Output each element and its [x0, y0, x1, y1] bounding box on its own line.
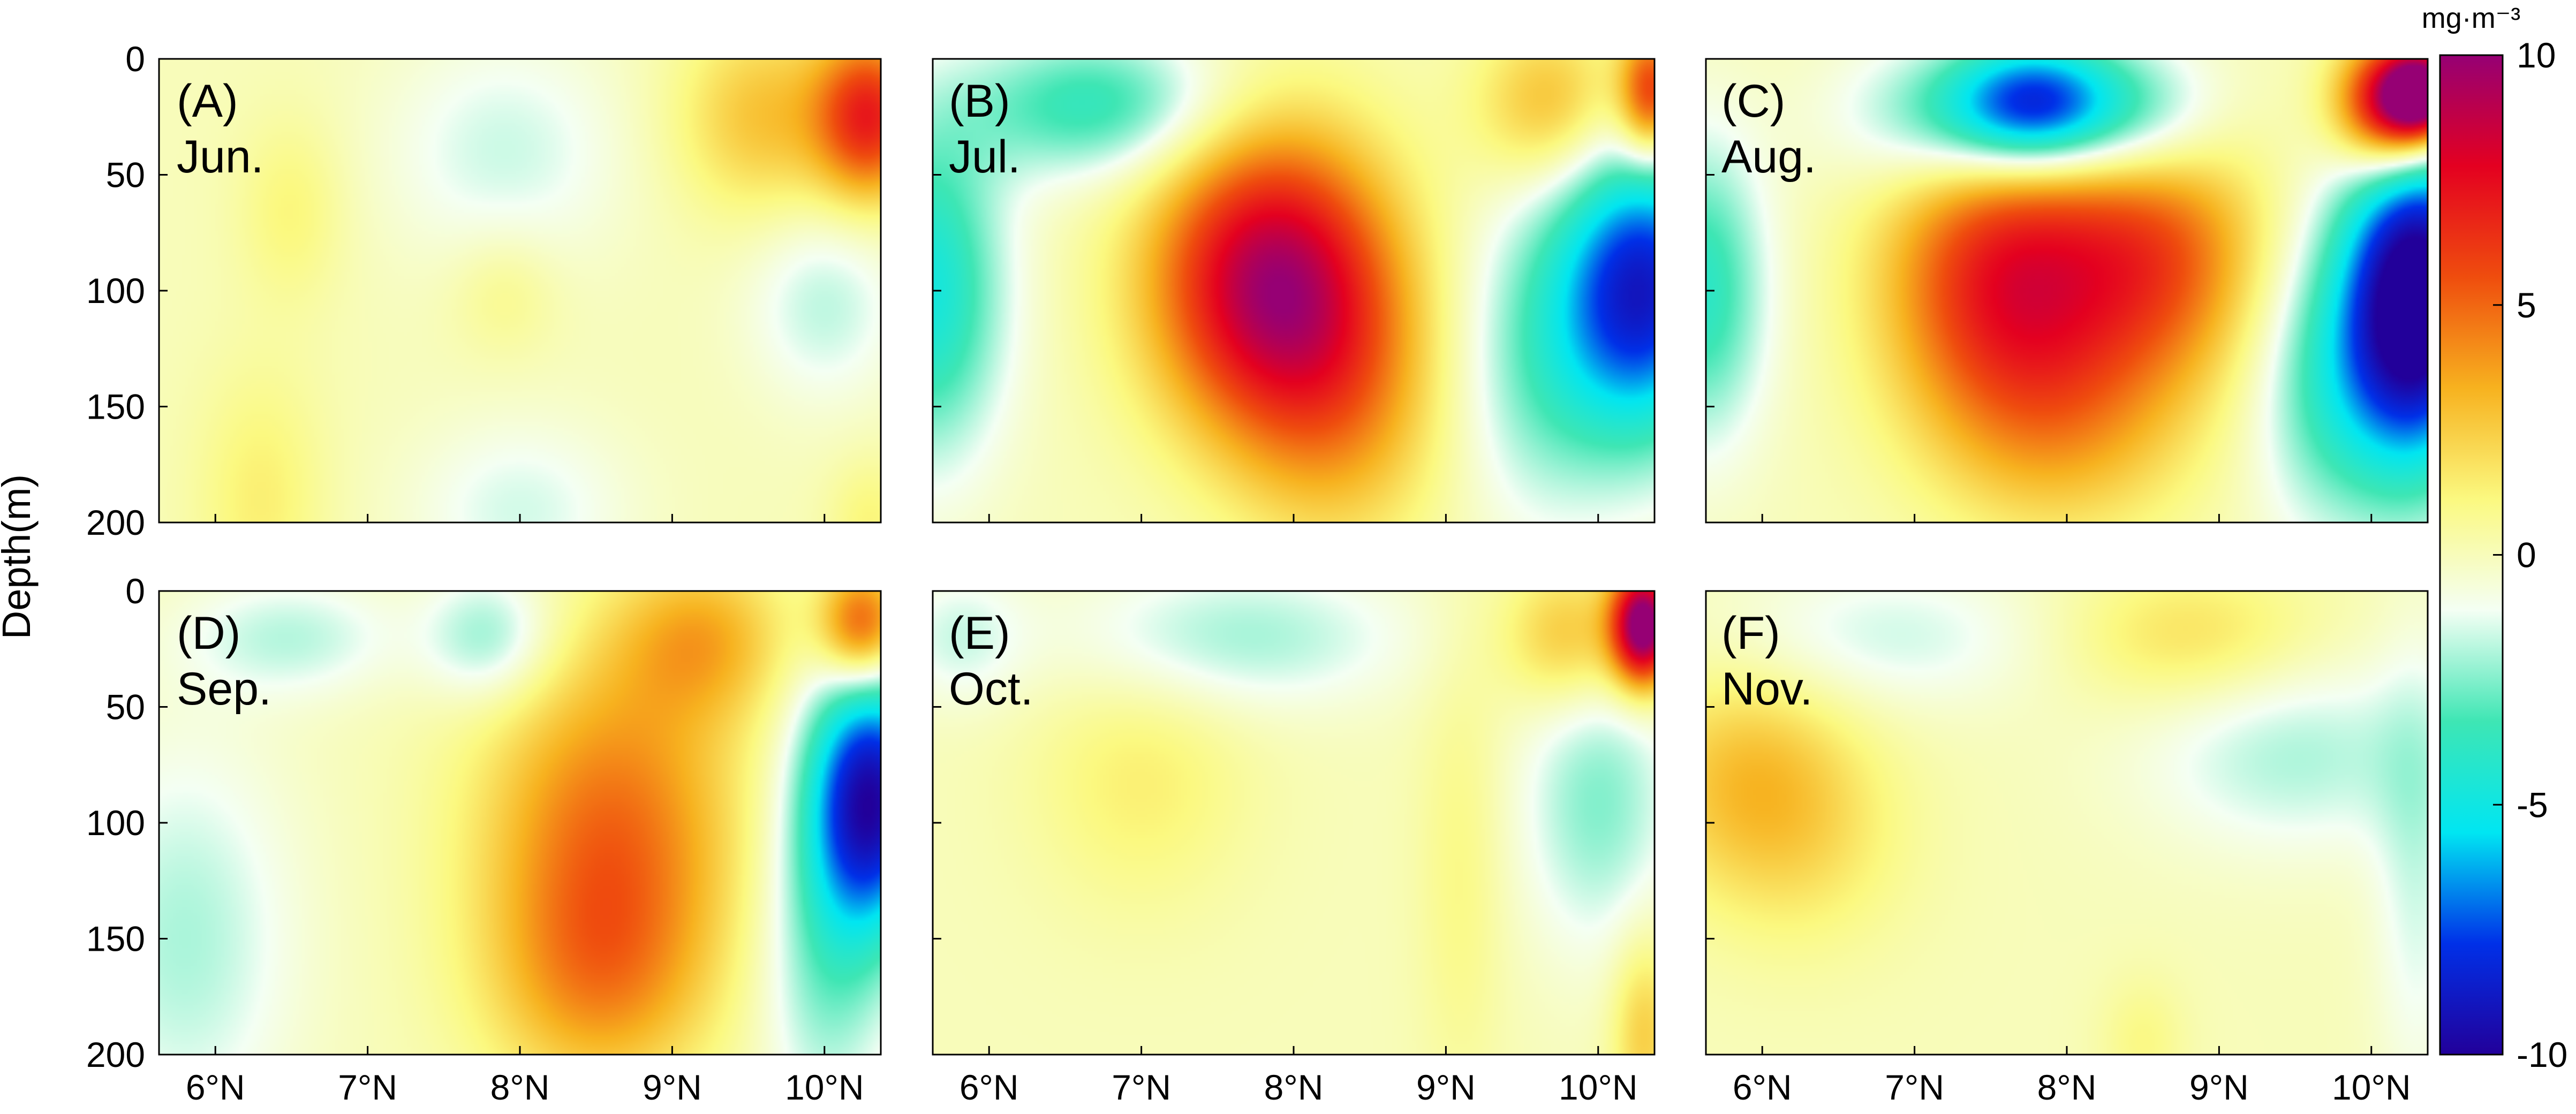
x-tick-label: 6°N [960, 1067, 1019, 1107]
colorbar-tick-label: -5 [2517, 785, 2548, 824]
panel-e-heatmap [933, 591, 1655, 1055]
y-tick-label: 200 [86, 503, 145, 542]
panel-c-label: (C) [1721, 75, 1785, 127]
panel-d-label: (D) [177, 608, 240, 659]
panel-e: 6°N 7°N 8°N 9°N 10°N (E) Oct. [932, 590, 1656, 1107]
y-tick-label: 50 [106, 687, 145, 727]
x-tick-label: 9°N [643, 1067, 702, 1107]
panel-e-label: (E) [949, 608, 1010, 659]
colorbar-tick-label: 10 [2517, 35, 2556, 75]
colorbar-tick-label: 5 [2517, 285, 2536, 325]
panel-a-heatmap [159, 59, 881, 522]
y-tick-label: 0 [125, 571, 145, 611]
x-tick-label: 10°N [2332, 1067, 2411, 1107]
x-tick-label: 8°N [490, 1067, 550, 1107]
panel-b: (B) Jul. [932, 58, 1656, 524]
panel-e-month: Oct. [949, 663, 1033, 715]
panel-d-y-ticks: 0 50 100 150 200 [86, 571, 168, 1074]
x-tick-label: 9°N [1416, 1067, 1476, 1107]
panel-d-month: Sep. [177, 663, 271, 715]
x-tick-label: 7°N [1112, 1067, 1171, 1107]
y-tick-label: 150 [86, 387, 145, 427]
y-tick-label: 100 [86, 803, 145, 843]
panel-c-y-ticks [1706, 58, 1714, 524]
x-tick-label: 6°N [186, 1067, 245, 1107]
colorbar-unit-label: mg·m⁻³ [2422, 2, 2520, 34]
panel-a-x-ticks [214, 514, 826, 522]
x-tick-label: 10°N [785, 1067, 864, 1107]
y-axis-label: Depth(m) [0, 474, 39, 639]
x-tick-label: 9°N [2189, 1067, 2249, 1107]
x-tick-label: 8°N [2037, 1067, 2097, 1107]
panel-f-month: Nov. [1721, 663, 1812, 715]
panel-f-x-ticks: 6°N 7°N 8°N 9°N 10°N [1733, 1046, 2411, 1107]
panel-f-y-ticks [1706, 590, 1714, 1056]
panel-d-x-ticks: 6°N 7°N 8°N 9°N 10°N [186, 1046, 864, 1107]
panel-e-x-ticks: 6°N 7°N 8°N 9°N 10°N [960, 1046, 1638, 1107]
panel-f-heatmap [1706, 591, 2428, 1055]
panel-c-x-ticks [1761, 514, 2373, 522]
y-tick-label: 100 [86, 271, 145, 310]
y-tick-label: 0 [125, 39, 145, 79]
y-tick-label: 50 [106, 155, 145, 195]
panel-b-y-ticks [933, 58, 941, 524]
panel-a-y-ticks: 0 50 100 150 200 [86, 39, 168, 542]
colorbar-tick-label: -10 [2517, 1035, 2567, 1074]
y-tick-label: 200 [86, 1035, 145, 1074]
panel-a: 0 50 100 150 200 (A) Jun. [86, 39, 882, 542]
y-tick-label: 150 [86, 919, 145, 959]
panel-c-heatmap [1706, 59, 2428, 522]
panel-f-label: (F) [1721, 608, 1780, 659]
x-tick-label: 7°N [1885, 1067, 1944, 1107]
panel-b-x-ticks [988, 514, 1599, 522]
panel-c: (C) Aug. [1705, 58, 2429, 524]
panel-d-heatmap [159, 591, 881, 1055]
panel-b-month: Jul. [949, 131, 1021, 183]
x-tick-label: 7°N [338, 1067, 397, 1107]
x-tick-label: 6°N [1733, 1067, 1792, 1107]
colorbar: 10 5 0 -5 -10 mg·m⁻³ [2422, 2, 2568, 1074]
panel-d: 6°N 7°N 8°N 9°N 10°N 0 50 100 150 200 (D) Sep. [86, 571, 882, 1107]
colorbar-ticks: 10 5 0 -5 -10 [2493, 35, 2567, 1074]
x-tick-label: 10°N [1559, 1067, 1637, 1107]
panel-a-label: (A) [177, 75, 238, 127]
panel-e-y-ticks [933, 590, 941, 1056]
panel-c-month: Aug. [1721, 131, 1816, 183]
colorbar-tick-label: 0 [2517, 535, 2536, 575]
colorbar-gradient [2440, 55, 2503, 1055]
panel-b-heatmap [933, 59, 1655, 522]
panel-f: 6°N 7°N 8°N 9°N 10°N (F) Nov. [1705, 590, 2429, 1107]
x-tick-label: 8°N [1264, 1067, 1324, 1107]
panel-a-month: Jun. [177, 131, 264, 183]
panel-b-label: (B) [949, 75, 1010, 127]
